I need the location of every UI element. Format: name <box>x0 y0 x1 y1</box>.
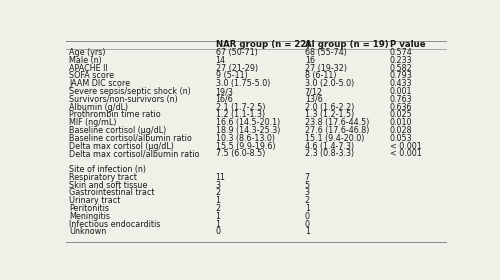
Text: 0: 0 <box>216 227 220 236</box>
Text: 3.0 (1.75-5.0): 3.0 (1.75-5.0) <box>216 79 270 88</box>
Text: P value: P value <box>390 40 426 49</box>
Text: 1.2 (1.1-1.3): 1.2 (1.1-1.3) <box>216 110 264 119</box>
Text: 1: 1 <box>216 212 220 221</box>
Text: 7.5 (6.0-8.5): 7.5 (6.0-8.5) <box>216 149 265 158</box>
Text: 19/3: 19/3 <box>216 87 234 96</box>
Text: Gastrointestinal tract: Gastrointestinal tract <box>70 188 155 197</box>
Text: 27 (21-29): 27 (21-29) <box>216 64 258 73</box>
Text: 13/6: 13/6 <box>304 95 322 104</box>
Text: 16: 16 <box>304 56 314 65</box>
Text: 14: 14 <box>216 56 226 65</box>
Text: < 0.001: < 0.001 <box>390 142 422 151</box>
Text: 0.793: 0.793 <box>390 71 412 80</box>
Text: 7/12: 7/12 <box>304 87 322 96</box>
Text: Meningitis: Meningitis <box>70 212 110 221</box>
Text: 18.9 (14.3-25.3): 18.9 (14.3-25.3) <box>216 126 280 135</box>
Text: 27 (19-32): 27 (19-32) <box>304 64 346 73</box>
Text: MIF (ng/mL): MIF (ng/mL) <box>70 118 117 127</box>
Text: 16.6 (14.5-20.1): 16.6 (14.5-20.1) <box>216 118 280 127</box>
Text: 0.025: 0.025 <box>390 110 412 119</box>
Text: SOFA score: SOFA score <box>70 71 114 80</box>
Text: 15.1 (9.4-20.0): 15.1 (9.4-20.0) <box>304 134 364 143</box>
Text: 67 (50-71): 67 (50-71) <box>216 48 258 57</box>
Text: 0: 0 <box>304 212 310 221</box>
Text: Peritonitis: Peritonitis <box>70 204 110 213</box>
Text: 3.0 (2.0-5.0): 3.0 (2.0-5.0) <box>304 79 354 88</box>
Text: Respiratory tract: Respiratory tract <box>70 173 138 182</box>
Text: 1: 1 <box>304 227 310 236</box>
Text: Skin and soft tissue: Skin and soft tissue <box>70 181 148 190</box>
Text: Unknown: Unknown <box>70 227 106 236</box>
Text: 2: 2 <box>304 196 310 205</box>
Text: 8 (6-11): 8 (6-11) <box>304 71 336 80</box>
Text: 23.8 (17.6-44.5): 23.8 (17.6-44.5) <box>304 118 369 127</box>
Text: 9 (5-11): 9 (5-11) <box>216 71 248 80</box>
Text: Male (n): Male (n) <box>70 56 102 65</box>
Text: Severe sepsis/septic shock (n): Severe sepsis/septic shock (n) <box>70 87 191 96</box>
Text: 1: 1 <box>216 220 220 228</box>
Text: AI group (n = 19): AI group (n = 19) <box>304 40 388 49</box>
Text: 2.3 (0.8-3.3): 2.3 (0.8-3.3) <box>304 149 354 158</box>
Text: 68 (55-74): 68 (55-74) <box>304 48 346 57</box>
Text: 0.028: 0.028 <box>390 126 412 135</box>
Text: 27.6 (17.6-46.8): 27.6 (17.6-46.8) <box>304 126 369 135</box>
Text: Prothrombin time ratio: Prothrombin time ratio <box>70 110 161 119</box>
Text: 0.763: 0.763 <box>390 95 412 104</box>
Text: 3: 3 <box>304 188 310 197</box>
Text: 2.1 (1.7-2.5): 2.1 (1.7-2.5) <box>216 102 265 112</box>
Text: 5: 5 <box>304 181 310 190</box>
Text: < 0.001: < 0.001 <box>390 149 422 158</box>
Text: 1.3 (1.2-1.5): 1.3 (1.2-1.5) <box>304 110 354 119</box>
Text: 0.010: 0.010 <box>390 118 412 127</box>
Text: 2.0 (1.6-2.2): 2.0 (1.6-2.2) <box>304 102 354 112</box>
Text: 0.053: 0.053 <box>390 134 412 143</box>
Text: Baseline cortisol/albumin ratio: Baseline cortisol/albumin ratio <box>70 134 192 143</box>
Text: 2: 2 <box>216 204 220 213</box>
Text: Infectious endocarditis: Infectious endocarditis <box>70 220 161 228</box>
Text: 0: 0 <box>304 220 310 228</box>
Text: Age (yrs): Age (yrs) <box>70 48 106 57</box>
Text: 11: 11 <box>216 173 226 182</box>
Text: JAAM DIC score: JAAM DIC score <box>70 79 130 88</box>
Text: 0.582: 0.582 <box>390 64 412 73</box>
Text: Baseline cortisol (μg/dL): Baseline cortisol (μg/dL) <box>70 126 166 135</box>
Text: 0.233: 0.233 <box>390 56 412 65</box>
Text: 7: 7 <box>304 173 310 182</box>
Text: 0.001: 0.001 <box>390 87 412 96</box>
Text: 16/6: 16/6 <box>216 95 234 104</box>
Text: 10.3 (8.6-13.0): 10.3 (8.6-13.0) <box>216 134 274 143</box>
Text: APACHE II: APACHE II <box>70 64 108 73</box>
Text: 0.636: 0.636 <box>390 102 412 112</box>
Text: Site of infection (n): Site of infection (n) <box>70 165 146 174</box>
Text: NAR group (n = 22): NAR group (n = 22) <box>216 40 310 49</box>
Text: 0.574: 0.574 <box>390 48 412 57</box>
Text: Albumin (g/dL): Albumin (g/dL) <box>70 102 128 112</box>
Text: 2: 2 <box>216 188 220 197</box>
Text: 4.6 (1.4-7.3): 4.6 (1.4-7.3) <box>304 142 354 151</box>
Text: 3: 3 <box>216 181 220 190</box>
Text: Urinary tract: Urinary tract <box>70 196 121 205</box>
Text: 0.433: 0.433 <box>390 79 412 88</box>
Text: 15.5 (9.9-19.6): 15.5 (9.9-19.6) <box>216 142 275 151</box>
Text: Delta max cortisol/albumin ratio: Delta max cortisol/albumin ratio <box>70 149 200 158</box>
Text: Delta max cortisol (μg/dL): Delta max cortisol (μg/dL) <box>70 142 174 151</box>
Text: 1: 1 <box>304 204 310 213</box>
Text: 1: 1 <box>216 196 220 205</box>
Text: Survivors/non-survivors (n): Survivors/non-survivors (n) <box>70 95 178 104</box>
